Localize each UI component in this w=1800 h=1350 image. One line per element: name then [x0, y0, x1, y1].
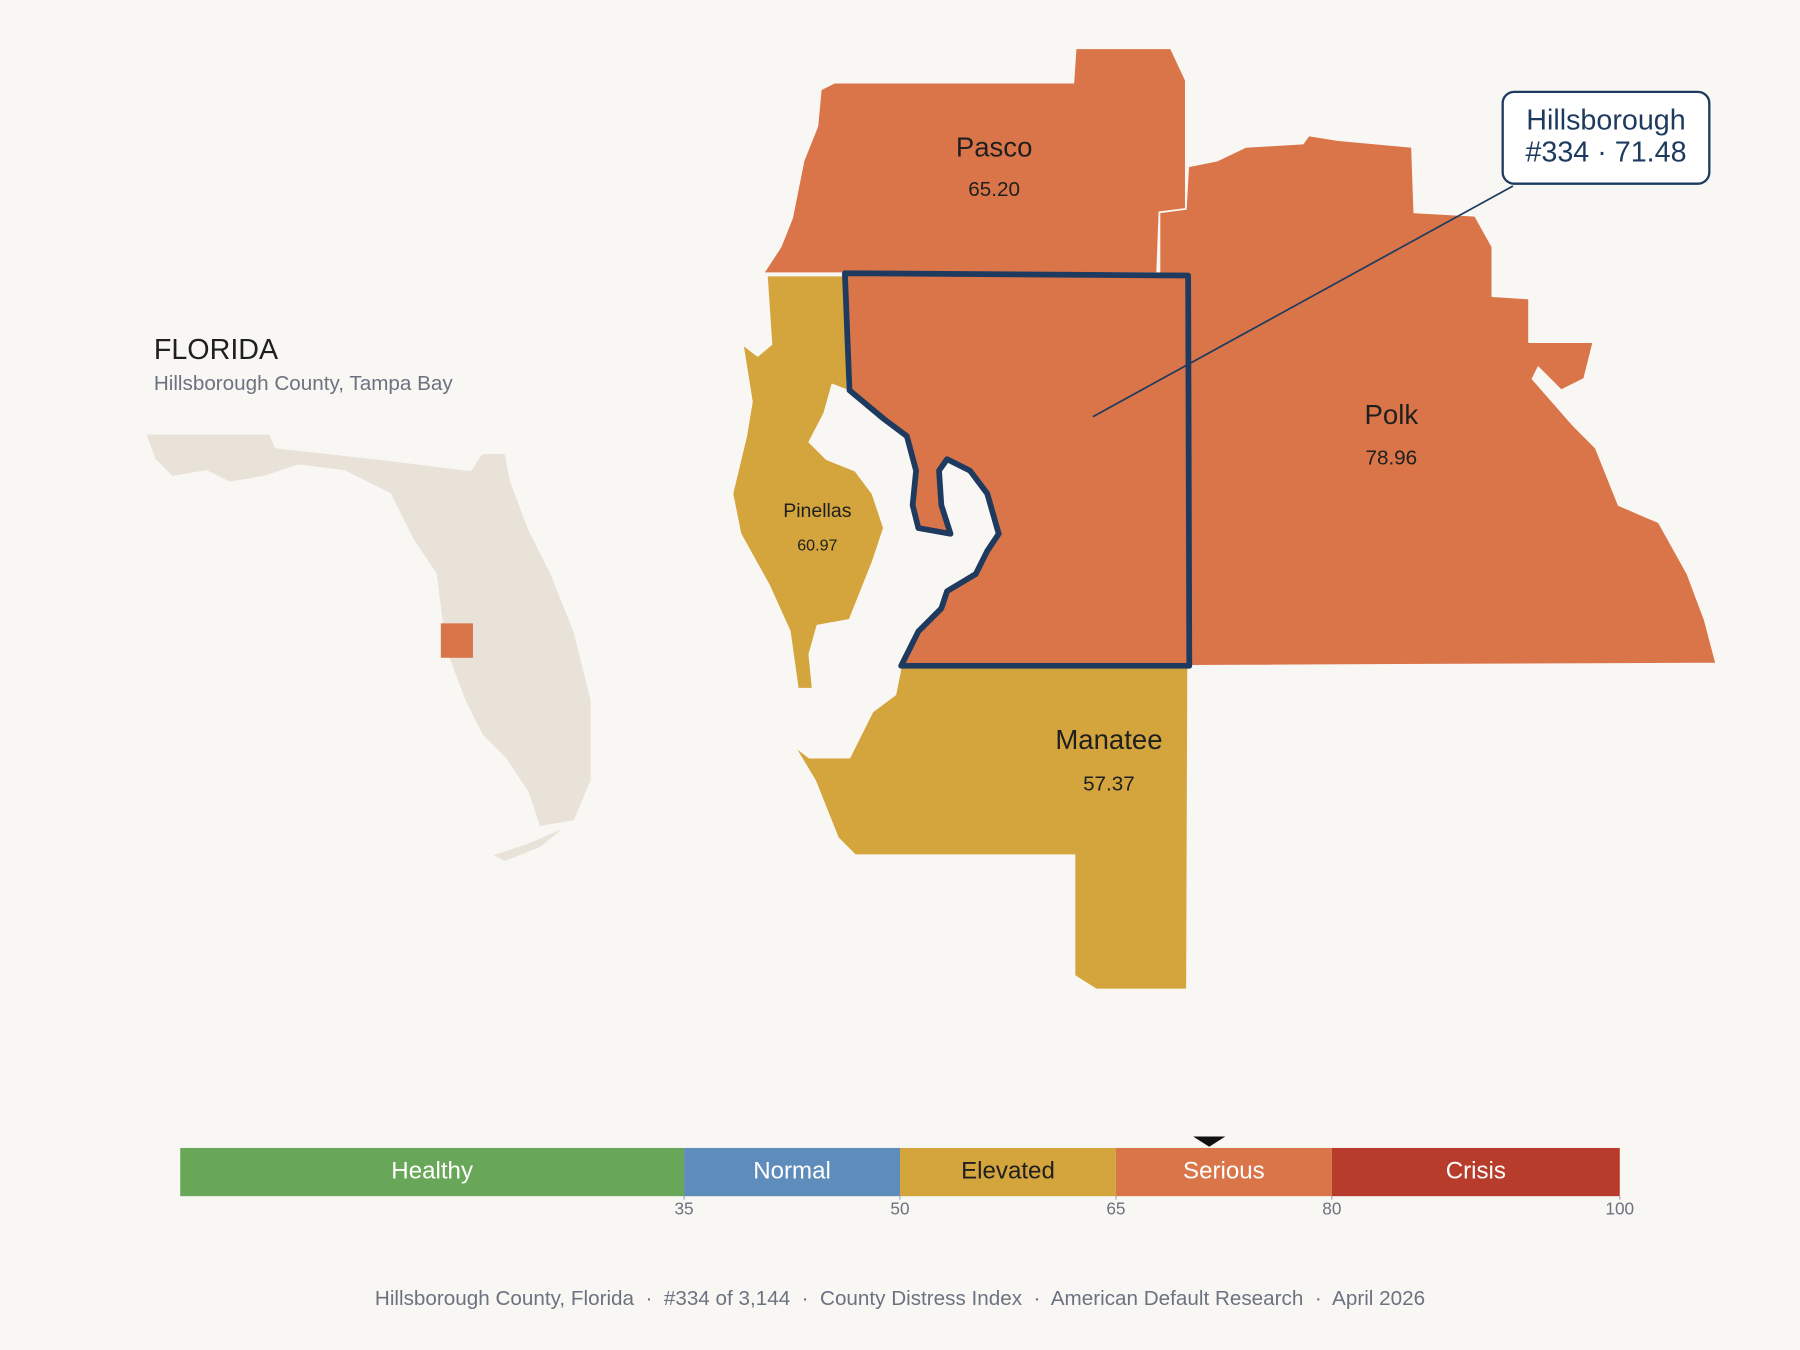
- state-title: FLORIDA: [154, 334, 279, 366]
- legend: Healthy Normal Elevated Serious Crisis 35 50 65…: [180, 1136, 1634, 1218]
- callout-leader: [1092, 185, 1514, 418]
- legend-band: [900, 1147, 1116, 1197]
- callout-title: Hillsborough: [1526, 104, 1685, 136]
- county: [1158, 134, 1718, 667]
- county-value: 60.97: [797, 537, 837, 555]
- counties: [731, 47, 1718, 991]
- legend-band-label: Healthy: [391, 1157, 473, 1184]
- county-value: 57.37: [1083, 773, 1135, 796]
- county-name: Pasco: [956, 132, 1033, 163]
- county-name: Manatee: [1055, 724, 1162, 755]
- legend-band-label: Normal: [753, 1157, 831, 1184]
- legend-marker: [1193, 1136, 1226, 1147]
- callout-text: #334 · 71.48: [1525, 136, 1686, 168]
- legend-band-label: Crisis: [1446, 1157, 1506, 1184]
- legend-tick-label: 50: [890, 1198, 909, 1218]
- legend-tick-label: 100: [1605, 1198, 1634, 1218]
- county: [793, 664, 1189, 991]
- footer: Hillsborough County, Florida · #334 of 3…: [375, 1287, 1425, 1310]
- county-value: 78.96: [1365, 447, 1417, 470]
- county: [731, 274, 885, 690]
- state-subtitle: Hillsborough County, Tampa Bay: [154, 372, 454, 395]
- legend-tick-label: 65: [1106, 1198, 1125, 1218]
- florida-outline: [144, 433, 592, 828]
- legend-band: [1115, 1147, 1332, 1197]
- florida-keys: [493, 828, 563, 861]
- county-value: 65.20: [968, 178, 1020, 201]
- legend-band: [180, 1147, 685, 1197]
- legend-tick-label: 80: [1322, 1198, 1341, 1218]
- legend-band: [684, 1147, 900, 1197]
- county-name: Polk: [1365, 399, 1419, 430]
- legend-tick-label: 35: [674, 1198, 693, 1218]
- legend-band-label: Elevated: [961, 1157, 1055, 1184]
- legend-band-label: Serious: [1183, 1157, 1265, 1184]
- focus-county: [842, 270, 1193, 669]
- county-labels: Pasco 65.20 Polk 78.96 Pinellas 60.97 Manatee 5…: [783, 132, 1418, 796]
- county-name: Pinellas: [783, 500, 852, 522]
- callout-box: [1501, 90, 1711, 185]
- legend-band: [1331, 1147, 1620, 1197]
- inset-focus-county: [440, 623, 473, 658]
